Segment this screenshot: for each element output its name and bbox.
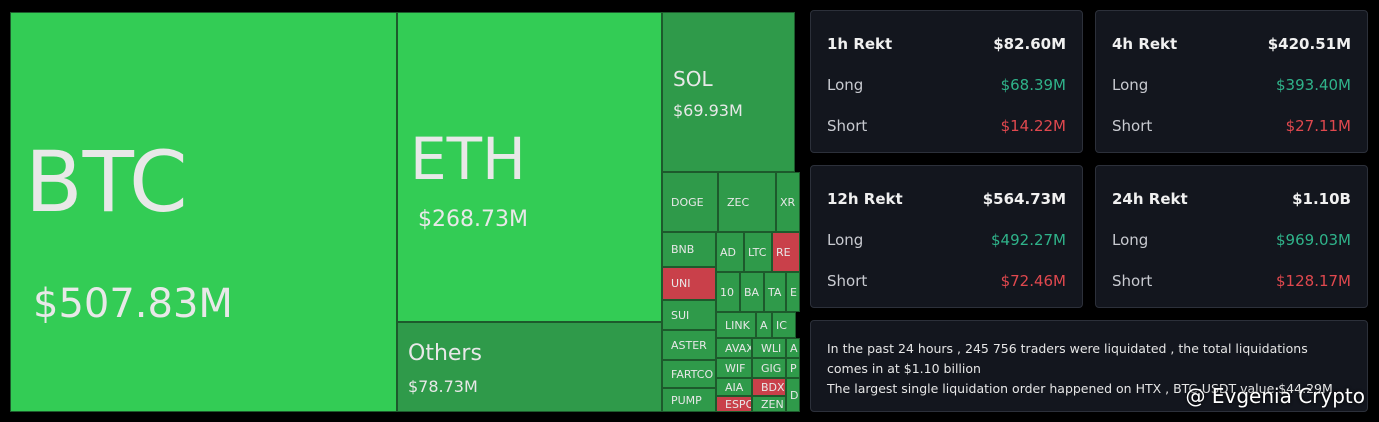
summary-line: In the past 24 hours , 245 756 traders w… <box>827 341 1308 376</box>
row-value: $27.11M <box>1285 117 1351 135</box>
small-tile: BDX <box>752 378 786 396</box>
stat-card: 1h Rekt $82.60M Long $68.39M Short $14.22M <box>810 10 1083 153</box>
card-header: 1h Rekt $82.60M <box>827 35 1066 53</box>
card-row: Long $68.39M <box>827 76 1066 94</box>
card-row: Long $969.03M <box>1112 231 1351 249</box>
row-value: $68.39M <box>1000 76 1066 94</box>
small-tile: ESPO <box>716 396 752 412</box>
small-tile: XR <box>776 172 800 232</box>
small-tile: ZEN <box>752 396 786 412</box>
card-row: Short $14.22M <box>827 117 1066 135</box>
card-title: 1h Rekt <box>827 35 893 53</box>
small-tile: A <box>786 338 800 358</box>
small-tile: BA <box>740 272 764 312</box>
card-title: 24h Rekt <box>1112 190 1188 208</box>
card-title: 4h Rekt <box>1112 35 1178 53</box>
tile: Others $78.73M <box>397 322 662 412</box>
row-value: $393.40M <box>1276 76 1351 94</box>
row-label: Short <box>1112 272 1153 290</box>
card-row: Long $492.27M <box>827 231 1066 249</box>
small-tile: 10 <box>716 272 740 312</box>
tile-value: $507.83M <box>33 281 233 327</box>
card-row: Long $393.40M <box>1112 76 1351 94</box>
summary: In the past 24 hours , 245 756 traders w… <box>810 320 1368 412</box>
row-label: Short <box>1112 117 1153 135</box>
small-tile: DOGE <box>662 172 718 232</box>
small-tile: AVAX <box>716 338 752 358</box>
row-value: $72.46M <box>1000 272 1066 290</box>
row-label: Short <box>827 117 868 135</box>
small-tile: BNB <box>662 232 716 267</box>
card-title: 12h Rekt <box>827 190 903 208</box>
row-value: $128.17M <box>1276 272 1351 290</box>
small-tile: AIA <box>716 378 752 396</box>
summary-line: The largest single liquidation order hap… <box>827 381 1333 396</box>
small-tile: WIF <box>716 358 752 378</box>
stat-card: 24h Rekt $1.10B Long $969.03M Short $128.17M <box>1095 165 1368 308</box>
tile-label: Others <box>408 341 482 366</box>
tile-label: ETH <box>410 125 526 193</box>
small-tile: SUI <box>662 300 716 330</box>
small-tile: PUMP <box>662 388 716 412</box>
card-row: Short $128.17M <box>1112 272 1351 290</box>
small-tile: AD <box>716 232 744 272</box>
small-tile: LINK <box>716 312 756 338</box>
small-tile: FARTCO <box>662 360 716 388</box>
stat-card: 12h Rekt $564.73M Long $492.27M Short $72.46M <box>810 165 1083 308</box>
small-tile: ASTER <box>662 330 716 360</box>
row-value: $492.27M <box>991 231 1066 249</box>
tile-value: $268.73M <box>418 207 528 232</box>
stat-card: 4h Rekt $420.51M Long $393.40M Short $27.11M <box>1095 10 1368 153</box>
card-row: Short $72.46M <box>827 272 1066 290</box>
card-total: $1.10B <box>1292 190 1351 208</box>
tile: ETH $268.73M <box>397 12 662 322</box>
small-tile: UNI <box>662 267 716 300</box>
tile-label: BTC <box>25 133 188 231</box>
row-value: $14.22M <box>1000 117 1066 135</box>
small-tile: RE <box>772 232 800 272</box>
small-tile: A <box>756 312 772 338</box>
row-label: Long <box>827 231 864 249</box>
row-label: Short <box>827 272 868 290</box>
card-total: $420.51M <box>1267 35 1351 53</box>
small-tile: LTC <box>744 232 772 272</box>
card-header: 4h Rekt $420.51M <box>1112 35 1351 53</box>
row-label: Long <box>1112 76 1149 94</box>
tile: SOL $69.93M <box>662 12 795 172</box>
row-label: Long <box>1112 231 1149 249</box>
card-header: 24h Rekt $1.10B <box>1112 190 1351 208</box>
row-label: Long <box>827 76 864 94</box>
small-tile: D <box>786 378 800 412</box>
card-row: Short $27.11M <box>1112 117 1351 135</box>
card-header: 12h Rekt $564.73M <box>827 190 1066 208</box>
watermark: @ Evgenia Crypto <box>1185 384 1365 408</box>
tile-value: $69.93M <box>673 101 743 120</box>
card-total: $82.60M <box>993 35 1066 53</box>
small-tile: IC <box>772 312 796 338</box>
small-tile: P <box>786 358 800 378</box>
small-tile: TA <box>764 272 786 312</box>
small-tile: WLI <box>752 338 786 358</box>
small-tile: ZEC <box>718 172 776 232</box>
tile-label: SOL <box>673 67 713 91</box>
tile: BTC $507.83M <box>10 12 397 412</box>
row-value: $969.03M <box>1276 231 1351 249</box>
card-total: $564.73M <box>982 190 1066 208</box>
small-tile: E <box>786 272 800 312</box>
tile-value: $78.73M <box>408 377 478 396</box>
small-tile: GIG <box>752 358 786 378</box>
